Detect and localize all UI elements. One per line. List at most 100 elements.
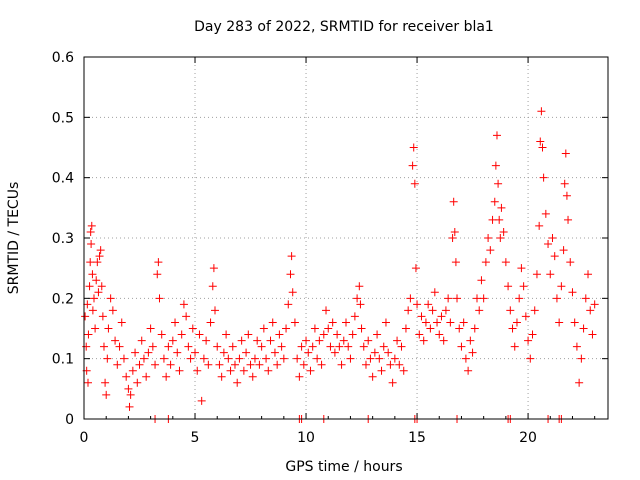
data-point — [262, 354, 271, 363]
y-tick-label: 0.6 — [52, 50, 74, 66]
data-point — [428, 306, 437, 315]
data-point — [275, 330, 284, 339]
data-point — [492, 131, 501, 140]
data-point — [552, 294, 561, 303]
data-point — [206, 318, 215, 327]
data-point — [315, 336, 324, 345]
data-point — [104, 324, 113, 333]
data-point — [259, 324, 268, 333]
data-point — [255, 360, 264, 369]
data-point — [496, 234, 505, 242]
data-point — [581, 294, 590, 303]
data-point — [93, 258, 102, 267]
data-point — [342, 318, 350, 327]
data-point — [570, 318, 579, 327]
data-point — [202, 336, 211, 345]
data-point — [199, 354, 208, 363]
data-point — [222, 330, 231, 339]
data-points — [81, 107, 599, 423]
data-point — [313, 354, 322, 363]
data-point — [441, 306, 450, 315]
data-point — [287, 252, 296, 261]
data-point — [233, 378, 242, 387]
data-point — [528, 330, 537, 339]
data-point — [539, 173, 548, 182]
y-tick-label: 0.4 — [52, 171, 74, 187]
data-point — [284, 300, 293, 309]
data-point — [494, 179, 503, 188]
data-point — [293, 354, 302, 363]
data-point — [226, 366, 235, 375]
data-point — [446, 318, 455, 327]
data-point — [544, 240, 553, 249]
data-point — [184, 342, 193, 351]
data-point — [355, 282, 364, 291]
data-point — [304, 348, 313, 357]
data-point — [317, 360, 326, 369]
data-point — [426, 324, 435, 333]
data-point — [417, 312, 426, 321]
data-point — [519, 282, 528, 291]
data-point — [250, 354, 259, 363]
data-point — [353, 294, 362, 303]
data-point — [197, 396, 206, 405]
data-point — [413, 300, 422, 309]
data-point — [208, 282, 217, 291]
data-point — [501, 258, 510, 267]
data-point — [97, 282, 106, 291]
data-point — [84, 330, 93, 339]
data-point — [541, 209, 550, 218]
data-point — [526, 354, 535, 363]
data-point — [246, 360, 255, 369]
data-point — [204, 360, 213, 369]
data-point — [451, 258, 460, 267]
data-point — [562, 191, 571, 200]
data-point — [586, 306, 595, 315]
data-point — [330, 348, 339, 357]
data-point — [155, 294, 164, 303]
data-point — [457, 342, 466, 351]
y-tick-label: 0.5 — [52, 110, 74, 126]
data-point — [517, 264, 526, 273]
data-point — [406, 294, 415, 303]
data-point — [193, 366, 202, 375]
data-point — [131, 348, 140, 357]
data-point — [162, 372, 171, 381]
data-point — [230, 360, 239, 369]
data-point — [264, 366, 273, 375]
data-point — [337, 360, 346, 369]
data-point — [364, 336, 373, 345]
data-point — [306, 366, 315, 375]
data-point — [470, 324, 479, 333]
data-point — [357, 324, 366, 333]
data-point — [92, 276, 101, 285]
data-point — [88, 306, 97, 315]
data-point — [326, 342, 335, 351]
y-tick-label: 0.3 — [52, 231, 74, 247]
data-point — [368, 372, 377, 381]
data-point — [213, 342, 222, 351]
data-point — [144, 348, 153, 357]
data-point — [381, 318, 390, 327]
data-point — [464, 366, 473, 375]
data-point — [536, 137, 545, 146]
data-point — [148, 342, 157, 351]
data-point — [244, 330, 253, 339]
data-point — [166, 360, 175, 369]
data-point — [103, 354, 112, 363]
data-point — [359, 342, 368, 351]
data-point — [397, 342, 406, 351]
data-point — [564, 215, 573, 224]
y-tick-label: 0.1 — [52, 352, 74, 368]
data-point — [435, 330, 444, 339]
data-point — [139, 354, 148, 363]
y-axis-label: SRMTID / TECUs — [6, 182, 22, 295]
data-point — [390, 354, 399, 363]
data-point — [421, 318, 430, 327]
data-point — [113, 360, 122, 369]
data-point — [579, 324, 588, 333]
data-point — [490, 197, 499, 206]
data-point — [286, 270, 295, 279]
data-point — [444, 294, 453, 303]
data-point — [94, 288, 103, 297]
